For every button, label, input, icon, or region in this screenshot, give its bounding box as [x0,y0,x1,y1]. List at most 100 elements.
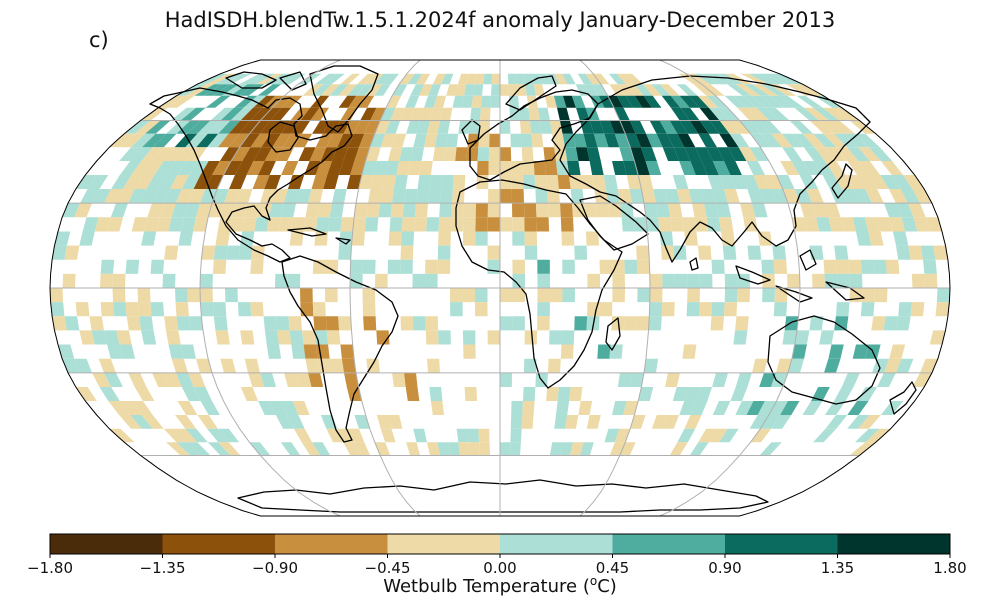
anomaly-cell [670,95,690,108]
anomaly-cell [717,147,736,161]
anomaly-cell [791,344,807,359]
anomaly-cell [533,161,547,175]
anomaly-cell [389,217,403,232]
anomaly-cell [584,203,598,218]
anomaly-cell [64,245,80,260]
anomaly-cell [733,95,757,108]
anomaly-cell [140,189,159,204]
anomaly-cell [358,175,374,189]
anomaly-cell [272,133,292,148]
anomaly-cell [722,245,737,260]
anomaly-cell [659,84,680,96]
anomaly-cell [410,107,424,121]
anomaly-cell [912,372,932,387]
coast-japan [831,163,853,199]
anomaly-cell [524,245,538,260]
anomaly-cell [756,107,780,121]
anomaly-cell [210,107,235,121]
anomaly-cell [218,120,241,134]
anomaly-cell [548,358,561,373]
anomaly-cell [235,161,254,175]
anomaly-cell [392,189,406,204]
anomaly-cell [400,245,414,260]
anomaly-cell [489,133,500,148]
anomaly-cell [616,95,633,108]
anomaly-cell [430,107,443,121]
anomaly-cell [244,358,260,373]
anomaly-cell [171,203,188,218]
colorbar-tick-label: 0.00 [483,559,517,577]
anomaly-cell [512,217,525,232]
anomaly-cell [811,387,830,401]
anomaly-cell [354,415,370,429]
anomaly-cell [718,217,734,232]
anomaly-cell [603,175,618,189]
anomaly-cell [413,133,427,148]
anomaly-cell [360,107,377,121]
anomaly-cell [824,161,846,175]
anomaly-cell [197,120,221,134]
colorbar-tick-label: 0.90 [708,559,742,577]
anomaly-cell [384,161,400,175]
anomaly-cell [140,107,168,121]
anomaly-cell [463,344,476,359]
anomaly-cell [868,231,884,246]
anomaly-cell [212,259,227,274]
anomaly-cell [193,175,212,189]
anomaly-cell [380,107,396,121]
anomaly-cell [812,273,825,288]
anomaly-cell [350,273,363,288]
anomaly-cell [571,95,586,108]
anomaly-cell [730,175,748,189]
anomaly-cell [329,84,349,96]
anomaly-cell [452,95,465,108]
anomaly-cell [437,442,451,456]
anomaly-cell [822,175,842,189]
anomaly-cell [676,84,698,96]
anomaly-cell [475,203,488,218]
anomaly-cell [156,217,172,232]
anomaly-cell [500,84,509,96]
anomaly-cell [205,73,236,85]
anomaly-cell [308,189,324,204]
anomaly-cell [511,175,524,189]
anomaly-cell [695,387,713,401]
anomaly-cell [197,73,229,85]
anomaly-cell [404,372,418,387]
anomaly-cell [769,84,797,96]
colorbar-bin [837,534,951,554]
anomaly-cell [524,358,537,373]
anomaly-cell [296,372,312,387]
anomaly-cell [538,107,550,121]
anomaly-cell [392,84,408,96]
anomaly-cell [287,175,305,189]
anomaly-cell [348,428,365,443]
anomaly-cell [510,442,521,456]
anomaly-cell [877,217,893,232]
anomaly-cell [186,442,211,456]
anomaly-cell [651,84,671,96]
anomaly-cell [912,189,932,204]
anomaly-cell [50,302,65,317]
anomaly-cell [159,203,176,218]
coast-antarctica [237,479,769,513]
anomaly-cell [662,273,675,288]
anomaly-cell [188,316,203,331]
anomaly-cell [356,73,376,85]
anomaly-cell [852,344,869,359]
anomaly-cell [387,259,401,274]
anomaly-cell [860,302,875,317]
anomaly-cell [181,387,201,401]
anomaly-cell [452,175,466,189]
anomaly-cell [231,147,251,161]
anomaly-cell [802,161,823,175]
anomaly-cell [326,428,344,443]
anomaly-cell [290,107,311,121]
anomaly-cell [185,84,214,96]
anomaly-cell [378,203,392,218]
anomaly-cell [524,330,538,345]
anomaly-cell [399,147,414,161]
anomaly-cell [327,161,344,175]
anomaly-cell [186,147,208,161]
anomaly-cell [903,175,925,189]
